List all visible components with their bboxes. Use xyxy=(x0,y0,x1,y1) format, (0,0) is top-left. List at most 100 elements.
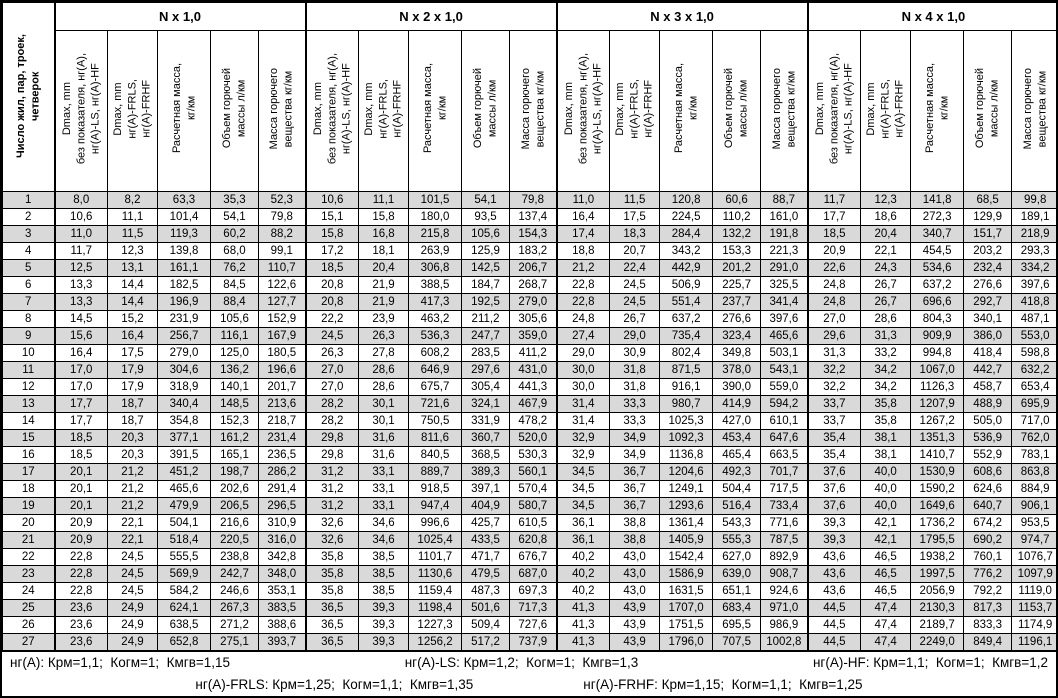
data-cell-s2-c3: 101,5 xyxy=(408,191,463,209)
data-cell-s1-c1: 11,7 xyxy=(53,242,108,260)
data-cell-s2-c2: 15,8 xyxy=(358,208,410,226)
footnote-line-2: нг(А)-FRLS: Крм=1,25; Когм=1,1; Кмгв=1,3… xyxy=(10,677,1048,692)
data-cell-s1-c3: 119,3 xyxy=(157,225,211,243)
table-row-10: 10 16,4 17,5 279,0 125,0 180,5 26,3 27,8 608,2 28… xyxy=(2,344,1056,362)
data-cell-s1-c4: 148,5 xyxy=(210,395,259,413)
data-cell-s4-c5: 1119,0 xyxy=(1011,582,1056,600)
data-cell-s1-c4: 35,3 xyxy=(210,191,259,209)
data-cell-s3-c4: 414,9 xyxy=(712,395,762,413)
data-cell-s4-c5: 717,0 xyxy=(1011,412,1056,430)
data-cell-s4-c5: 783,1 xyxy=(1011,446,1056,464)
data-cell-s4-c3: 1267,2 xyxy=(910,412,965,430)
data-cell-s1-c4: 76,2 xyxy=(210,259,259,277)
data-cell-s4-c2: 26,7 xyxy=(860,276,912,294)
data-cell-s4-c4: 488,9 xyxy=(963,395,1013,413)
data-cell-s3-c3: 1631,5 xyxy=(659,582,714,600)
data-cell-s4-c4: 505,0 xyxy=(963,412,1013,430)
column-header-s1-c2: Dmax, mm нг(А)-FRLS, нг(А)-FRHF xyxy=(107,30,158,192)
data-cell-s3-c1: 41,3 xyxy=(555,599,611,617)
data-cell-s4-c2: 42,1 xyxy=(860,531,912,549)
data-cell-s1-c3: 161,1 xyxy=(157,259,211,277)
data-cell-s3-c3: 1136,8 xyxy=(659,446,714,464)
data-cell-s2-c4: 142,5 xyxy=(461,259,511,277)
data-cell-s4-c4: 776,2 xyxy=(963,565,1013,583)
data-cell-s3-c5: 465,6 xyxy=(760,327,809,345)
row-count-cell: 24 xyxy=(2,582,55,600)
data-cell-s1-c5: 291,4 xyxy=(257,480,307,498)
data-cell-s2-c4: 471,7 xyxy=(461,548,511,566)
data-cell-s4-c3: 1126,3 xyxy=(910,378,965,396)
data-cell-s3-c4: 427,0 xyxy=(712,412,762,430)
data-cell-s1-c5: 79,8 xyxy=(257,208,307,226)
column-header-text: Расчетная масса, кг/км xyxy=(170,63,197,154)
data-cell-s2-c4: 305,4 xyxy=(461,378,511,396)
data-cell-s4-c5: 906,1 xyxy=(1011,497,1056,515)
data-cell-s2-c5: 206,7 xyxy=(509,259,558,277)
data-cell-s4-c3: 272,3 xyxy=(910,208,965,226)
data-cell-s2-c5: 610,5 xyxy=(509,514,558,532)
data-cell-s3-c3: 551,4 xyxy=(659,293,714,311)
data-cell-s2-c1: 36,5 xyxy=(304,633,360,651)
data-cell-s1-c2: 21,2 xyxy=(107,463,158,481)
data-cell-s4-c5: 293,3 xyxy=(1011,242,1056,260)
data-cell-s2-c4: 247,7 xyxy=(461,327,511,345)
data-cell-s1-c4: 275,1 xyxy=(210,633,259,651)
data-cell-s1-c4: 216,6 xyxy=(210,514,259,532)
data-cell-s3-c3: 980,7 xyxy=(659,395,714,413)
data-cell-s2-c1: 36,5 xyxy=(304,599,360,617)
data-cell-s4-c5: 334,2 xyxy=(1011,259,1056,277)
data-cell-s3-c5: 88,7 xyxy=(760,191,809,209)
data-cell-s2-c5: 570,4 xyxy=(509,480,558,498)
data-cell-s3-c5: 161,0 xyxy=(760,208,809,226)
data-cell-s2-c5: 137,4 xyxy=(509,208,558,226)
data-cell-s1-c5: 286,2 xyxy=(257,463,307,481)
row-count-cell: 23 xyxy=(2,565,55,583)
row-count-cell: 9 xyxy=(2,327,55,345)
data-cell-s1-c3: 479,9 xyxy=(157,497,211,515)
data-cell-s4-c1: 18,5 xyxy=(806,225,862,243)
data-cell-s4-c5: 99,8 xyxy=(1011,191,1056,209)
data-cell-s2-c4: 125,9 xyxy=(461,242,511,260)
data-cell-s2-c4: 105,6 xyxy=(461,225,511,243)
data-cell-s2-c1: 28,2 xyxy=(304,395,360,413)
data-cell-s1-c1: 17,7 xyxy=(53,412,108,430)
data-cell-s1-c5: 236,5 xyxy=(257,446,307,464)
data-cell-s2-c5: 717,3 xyxy=(509,599,558,617)
data-cell-s2-c2: 30,1 xyxy=(358,412,410,430)
data-cell-s2-c1: 24,5 xyxy=(304,327,360,345)
data-cell-s4-c1: 29,6 xyxy=(806,327,862,345)
data-cell-s1-c5: 353,1 xyxy=(257,582,307,600)
data-cell-s1-c1: 22,8 xyxy=(53,565,108,583)
data-cell-s1-c1: 20,9 xyxy=(53,514,108,532)
data-cell-s3-c3: 442,9 xyxy=(659,259,714,277)
data-cell-s4-c4: 608,6 xyxy=(963,463,1013,481)
data-cell-s3-c1: 32,9 xyxy=(555,446,611,464)
column-header-s3-c4: Объем горючей массы л/км xyxy=(712,30,762,192)
data-cell-s1-c2: 16,4 xyxy=(107,327,158,345)
data-cell-s1-c5: 122,6 xyxy=(257,276,307,294)
data-cell-s1-c3: 318,9 xyxy=(157,378,211,396)
data-cell-s4-c3: 1530,9 xyxy=(910,463,965,481)
data-cell-s3-c3: 871,5 xyxy=(659,361,714,379)
data-cell-s1-c4: 116,1 xyxy=(210,327,259,345)
data-cell-s3-c5: 663,5 xyxy=(760,446,809,464)
data-cell-s1-c5: 388,6 xyxy=(257,616,307,634)
data-cell-s2-c4: 501,6 xyxy=(461,599,511,617)
data-cell-s1-c5: 296,5 xyxy=(257,497,307,515)
row-count-cell: 20 xyxy=(2,514,55,532)
data-cell-s3-c2: 34,9 xyxy=(609,446,661,464)
data-cell-s2-c2: 38,5 xyxy=(358,565,410,583)
data-cell-s3-c3: 1092,3 xyxy=(659,429,714,447)
data-cell-s2-c3: 388,5 xyxy=(408,276,463,294)
table-row-14: 14 17,7 18,7 354,8 152,3 218,7 28,2 30,1 750,5 33… xyxy=(2,412,1056,430)
data-cell-s4-c1: 35,4 xyxy=(806,429,862,447)
data-cell-s2-c1: 22,2 xyxy=(304,310,360,328)
data-cell-s2-c2: 23,9 xyxy=(358,310,410,328)
row-count-cell: 11 xyxy=(2,361,55,379)
row-count-cell: 5 xyxy=(2,259,55,277)
data-cell-s3-c2: 38,8 xyxy=(609,514,661,532)
table-row-15: 15 18,5 20,3 377,1 161,2 231,4 29,8 31,6 811,6 36… xyxy=(2,429,1056,447)
data-cell-s1-c4: 206,5 xyxy=(210,497,259,515)
data-cell-s1-c1: 17,0 xyxy=(53,361,108,379)
data-cell-s2-c2: 33,1 xyxy=(358,480,410,498)
